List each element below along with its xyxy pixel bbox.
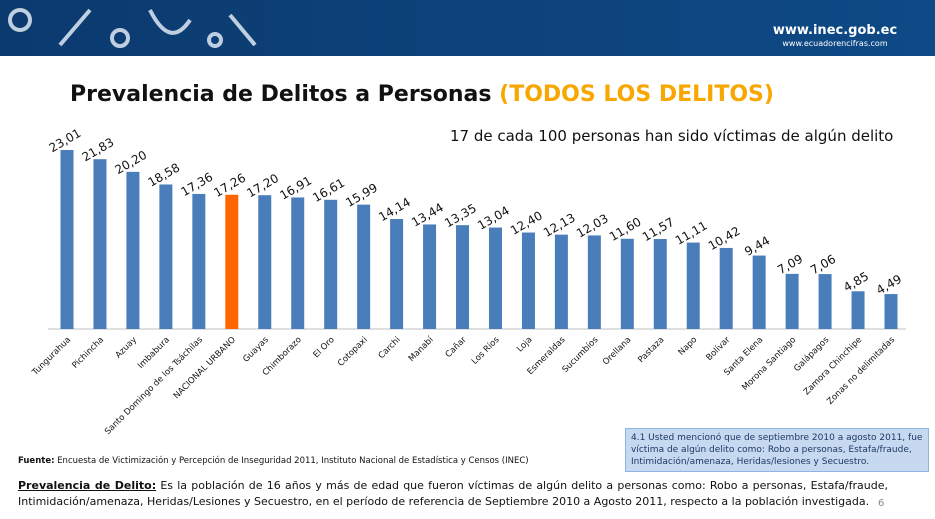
chart-title: Prevalencia de Delitos a Personas (TODOS… [70, 82, 774, 107]
bar [291, 197, 305, 329]
bar [620, 238, 634, 329]
x-tick-label: Zamora Chinchipe [802, 335, 864, 397]
bar [653, 238, 667, 329]
bar [521, 232, 535, 329]
subtitle: 17 de cada 100 personas han sido víctima… [450, 127, 894, 145]
x-tick-label: Zonas no delimitadas [825, 335, 897, 407]
source-label: Fuente: [18, 456, 55, 466]
x-tick-label: Cotopaxi [336, 335, 370, 369]
x-tick-label: Pastaza [636, 335, 666, 365]
x-tick-label: Manabí [407, 335, 436, 364]
source-text: Encuesta de Victimización y Percepción d… [57, 456, 529, 466]
x-tick-label: Tungurahua [30, 335, 73, 378]
bar [686, 242, 700, 329]
definition-label: Prevalencia de Delito: [18, 479, 157, 492]
bar [93, 159, 107, 329]
bar [357, 204, 371, 329]
source: Fuente: Encuesta de Victimización y Perc… [18, 456, 529, 466]
bar [225, 194, 239, 329]
header-decoration [8, 8, 257, 48]
title: Prevalencia de Delitos a Personas [70, 82, 492, 107]
x-tick-label: Los Ríos [470, 335, 502, 367]
bar [258, 195, 272, 329]
value-label: 7,06 [808, 252, 838, 277]
bar [456, 225, 470, 329]
definition-text: Es la población de 16 años y más de edad… [18, 479, 888, 508]
value-label: 7,09 [775, 252, 805, 277]
x-tick-label: Sucumbíos [561, 335, 601, 375]
bar [587, 235, 601, 329]
page-number: 6 [878, 498, 885, 509]
bar [423, 224, 437, 329]
site2: www.ecuadorencifras.com [782, 39, 887, 48]
bar [126, 171, 140, 329]
bar [192, 193, 206, 329]
x-tick-label: El Oro [312, 335, 337, 360]
x-tick-label: Napo [677, 335, 700, 358]
x-tick-label: Pichincha [70, 335, 106, 371]
x-tick-label: Orellana [601, 335, 633, 367]
site: www.inec.gob.ec [773, 23, 897, 38]
bar [159, 184, 173, 329]
bar [884, 294, 898, 329]
bar [60, 150, 74, 329]
x-tick-label: Guayas [241, 335, 271, 365]
bar [851, 291, 865, 329]
bar [554, 234, 568, 329]
value-label: 4,49 [874, 272, 904, 297]
header-band [0, 0, 935, 56]
definition: Prevalencia de Delito: Es la población d… [18, 478, 888, 510]
bar [324, 199, 338, 329]
x-tick-label: Carchi [377, 335, 403, 361]
x-tick-label: Azuay [114, 335, 139, 360]
bar [390, 219, 404, 329]
bar [785, 273, 799, 329]
x-tick-label: Cañar [444, 335, 469, 360]
bar [719, 247, 733, 329]
x-tick-label: Loja [515, 335, 534, 354]
bar [818, 274, 832, 329]
value-label: 4,85 [841, 269, 871, 294]
bar [488, 227, 502, 329]
title-highlight: (TODOS LOS DELITOS) [499, 82, 774, 107]
value-label: 9,44 [742, 233, 772, 258]
note: 4.1 Usted mencionó que de septiembre 201… [625, 428, 929, 472]
x-tick-label: NACIONAL URBANO [172, 335, 238, 401]
bar [752, 255, 766, 329]
x-tick-label: Bolívar [704, 335, 732, 363]
